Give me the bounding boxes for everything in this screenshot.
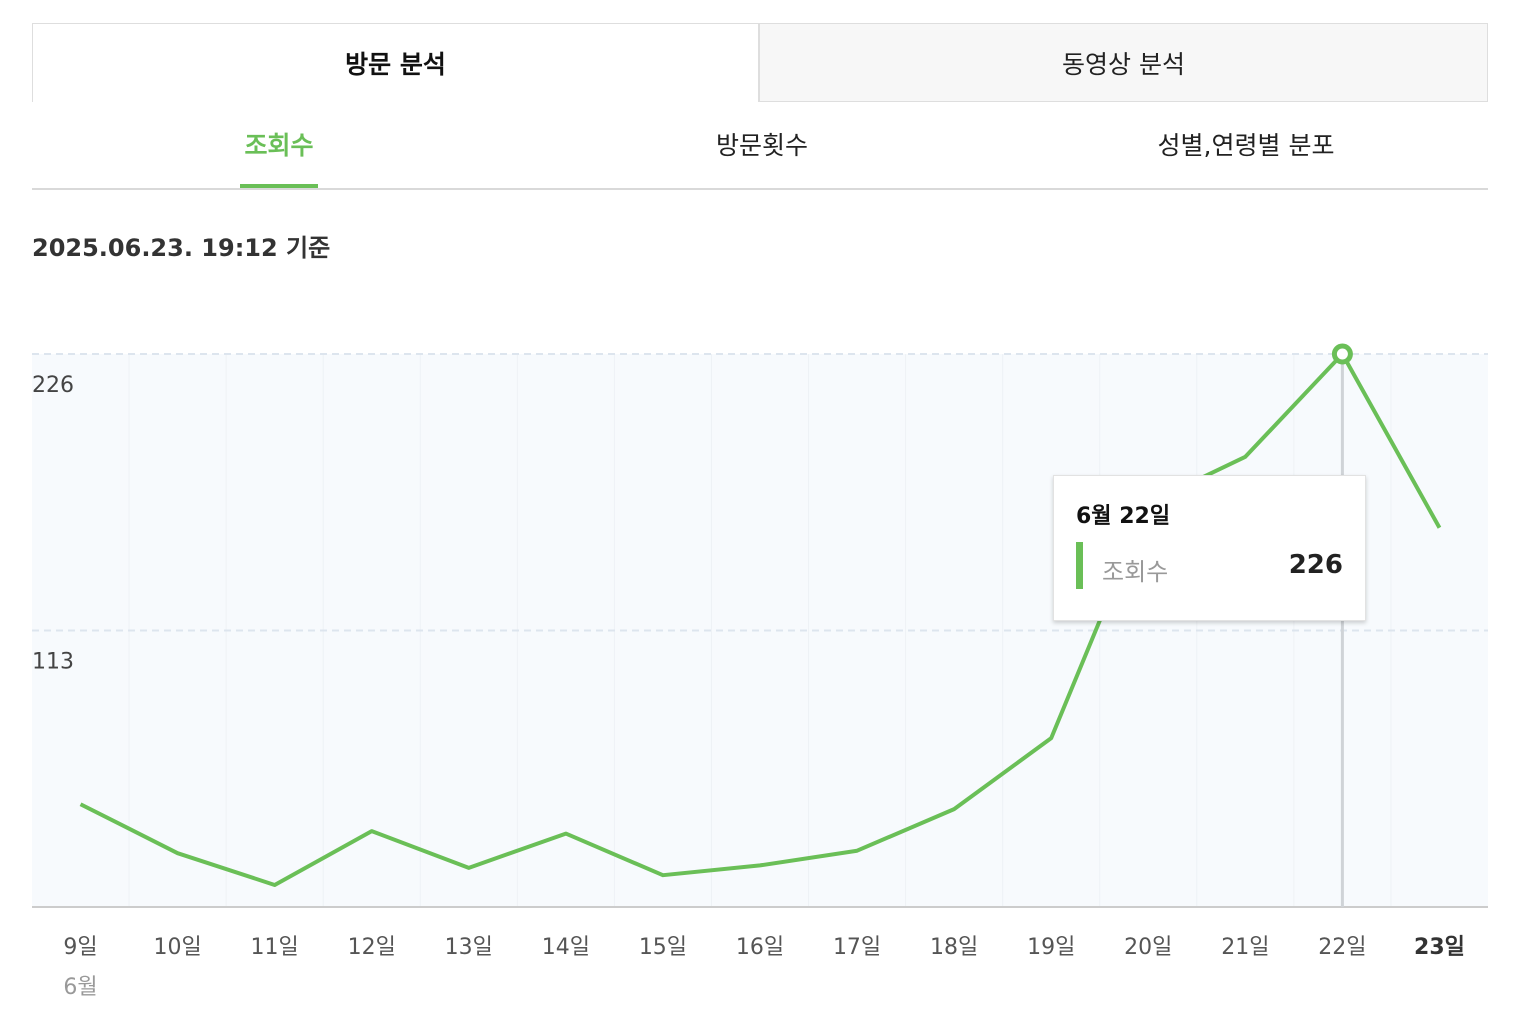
tab-video-analysis[interactable]: 동영상 분석 — [759, 23, 1488, 102]
y-tick-label: 226 — [32, 373, 74, 398]
subtab-gender-age-label: 성별,연령별 분포 — [1157, 131, 1335, 160]
subtab-views[interactable]: 조회수 — [240, 126, 318, 188]
x-tick-label: 9일 — [63, 935, 97, 960]
highlighted-data-point — [1331, 343, 1353, 365]
subtab-visit-count-label: 방문횟수 — [715, 131, 808, 160]
x-tick-label: 19일 — [1027, 935, 1075, 960]
x-tick-label: 11일 — [251, 935, 299, 960]
subtab-gender-age[interactable]: 성별,연령별 분포 — [1106, 126, 1386, 186]
main-tabs: 방문 분석 동영상 분석 — [32, 23, 1488, 102]
x-tick-label: 22일 — [1318, 935, 1366, 960]
x-tick-label: 14일 — [542, 935, 590, 960]
series-line-views — [79, 352, 1442, 887]
x-month-label: 6월 — [63, 975, 97, 1000]
subtab-visit-count[interactable]: 방문횟수 — [652, 126, 872, 186]
x-tick-label: 17일 — [833, 935, 881, 960]
x-tick-label: 10일 — [153, 935, 201, 960]
views-line-chart[interactable]: 226 113 9일 10일 11일 12일 13일 14일 15일 16일 17일 18일 19일 2… — [0, 300, 1522, 1020]
x-tick-label: 18일 — [930, 935, 978, 960]
tooltip-value: 226 — [1288, 550, 1343, 580]
y-axis-ticks: 226 113 — [32, 373, 74, 675]
subtab-views-label: 조회수 — [244, 131, 314, 160]
x-tick-label: 21일 — [1221, 935, 1269, 960]
tooltip-date: 6월 22일 — [1076, 504, 1171, 529]
chart-series — [79, 343, 1442, 907]
tooltip-series-label: 조회수 — [1102, 558, 1169, 586]
x-tick-label: 12일 — [348, 935, 396, 960]
active-tab-underline — [240, 184, 318, 188]
x-tick-label: 23일 — [1414, 935, 1465, 960]
tab-visit-analysis[interactable]: 방문 분석 — [32, 23, 759, 102]
chart-gridlines — [32, 353, 1488, 908]
tooltip-series-color — [1076, 542, 1083, 589]
x-axis-ticks: 9일 10일 11일 12일 13일 14일 15일 16일 17일 18일 19일 20일 21일 22… — [63, 935, 1464, 1000]
chart-tooltip: 6월 22일 조회수 226 — [1053, 475, 1366, 621]
y-tick-label: 113 — [32, 650, 74, 675]
x-tick-label: 16일 — [736, 935, 784, 960]
x-tick-label: 20일 — [1124, 935, 1172, 960]
x-tick-label: 13일 — [445, 935, 493, 960]
sub-tabs: 조회수 방문횟수 성별,연령별 분포 — [32, 108, 1488, 190]
data-timestamp: 2025.06.23. 19:12 기준 — [32, 234, 331, 262]
x-tick-label: 15일 — [639, 935, 687, 960]
